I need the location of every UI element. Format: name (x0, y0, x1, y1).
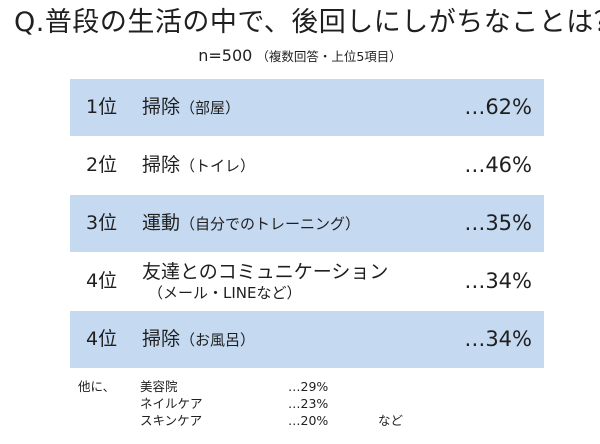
item-detail: （お風呂） (180, 331, 256, 349)
ranking-row: 3位 運動（自分でのトレーニング） …35% (70, 195, 544, 253)
ranking-row: 2位 掃除（トイレ） …46% (70, 137, 544, 195)
item-name: 掃除 (142, 328, 181, 350)
ranking-row: 1位 掃除（部屋） …62% (70, 79, 544, 137)
rank-label: 1位 (86, 96, 118, 118)
rank-label: 4位 (86, 270, 118, 292)
other-answers-lead: 他に、 (78, 379, 116, 394)
item-label: 掃除（トイレ） (142, 137, 255, 194)
ranking-table: 1位 掃除（部屋） …62% 2位 掃除（トイレ） …46% 3位 運動（自分で… (70, 79, 544, 369)
item-label: 掃除（お風呂） (142, 311, 255, 368)
other-etc: など (378, 413, 404, 428)
item-name: 友達とのコミュニケーション (142, 261, 389, 283)
item-label: 友達とのコミュニケーション （メール・LINEなど） (142, 253, 388, 310)
percentage: …62% (464, 95, 532, 119)
item-label: 掃除（部屋） (142, 79, 240, 136)
percentage: …35% (464, 211, 532, 235)
other-item-name: スキンケア (140, 413, 203, 428)
other-item-name: 美容院 (140, 379, 178, 394)
percentage: …34% (464, 269, 532, 293)
ranking-row: 4位 友達とのコミュニケーション （メール・LINEなど） …34% (70, 253, 544, 311)
percentage: …46% (464, 153, 532, 177)
question-title: Q.普段の生活の中で、後回しにしがちなことは？ (14, 7, 600, 38)
item-name: 掃除 (142, 96, 181, 118)
other-item-name: ネイルケア (140, 396, 203, 411)
item-detail: （メール・LINEなど） (148, 284, 302, 302)
item-detail: （部屋） (180, 99, 241, 117)
item-name: 運動 (142, 212, 181, 234)
item-detail: （トイレ） (180, 157, 256, 175)
rank-label: 4位 (86, 328, 118, 350)
item-name: 掃除 (142, 154, 181, 176)
sample-size-caption: n=500 （複数回答・上位5項目） (0, 46, 600, 67)
rank-label: 3位 (86, 212, 118, 234)
other-item-value: …23% (288, 396, 329, 411)
item-label: 運動（自分でのトレーニング） (142, 195, 360, 252)
other-item-value: …29% (288, 379, 329, 394)
sample-size: n=500 (198, 46, 253, 65)
answer-type-note: （複数回答・上位5項目） (256, 49, 402, 64)
percentage: …34% (464, 327, 532, 351)
rank-label: 2位 (86, 154, 118, 176)
ranking-row: 4位 掃除（お風呂） …34% (70, 311, 544, 369)
item-detail: （自分でのトレーニング） (180, 215, 361, 233)
other-item-value: …20% (288, 413, 329, 428)
